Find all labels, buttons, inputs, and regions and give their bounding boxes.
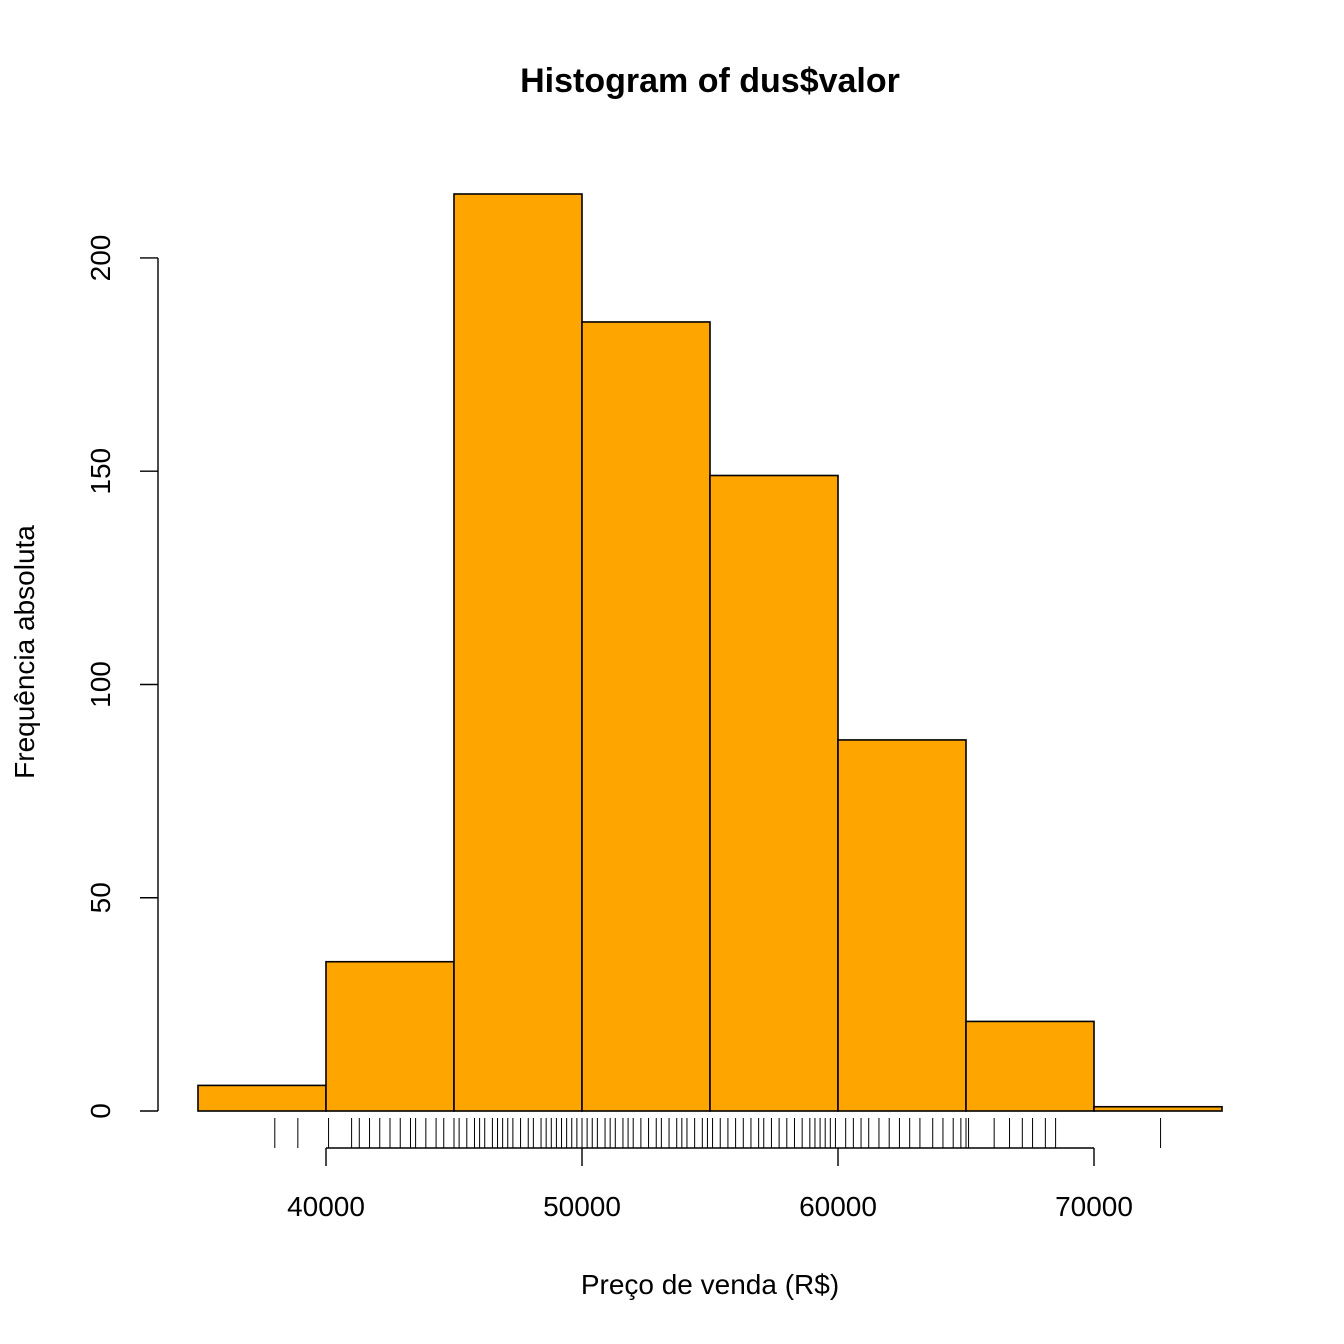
histogram-bar-5: [709, 474, 839, 1112]
x-tick-label: 60000: [799, 1191, 877, 1222]
y-tick-label: 0: [85, 1103, 116, 1119]
y-tick-label: 100: [85, 661, 116, 708]
x-axis: 40000 50000 60000 70000: [287, 1147, 1133, 1222]
y-tick-label: 200: [85, 235, 116, 282]
histogram-bar-3: [453, 193, 583, 1112]
x-tick-label: 40000: [287, 1191, 365, 1222]
x-axis-label: Preço de venda (R$): [581, 1269, 839, 1300]
histogram-bar-6: [837, 739, 967, 1112]
x-tick-label: 50000: [543, 1191, 621, 1222]
rug-group: [274, 1118, 1162, 1148]
histogram-bar-4: [581, 321, 711, 1112]
chart-title: Histogram of dus$valor: [520, 62, 900, 100]
bars-group: [197, 193, 1223, 1112]
x-tick-label: 70000: [1055, 1191, 1133, 1222]
histogram-bar-8: [1093, 1105, 1223, 1112]
y-axis: 0 50 100 150 200: [85, 235, 159, 1119]
y-axis-label: Frequência absoluta: [9, 525, 40, 779]
y-tick-label: 50: [85, 882, 116, 913]
histogram-bar-1: [197, 1084, 327, 1112]
histogram-bar-2: [325, 960, 455, 1112]
histogram-bar-7: [965, 1020, 1095, 1112]
y-tick-label: 150: [85, 448, 116, 495]
